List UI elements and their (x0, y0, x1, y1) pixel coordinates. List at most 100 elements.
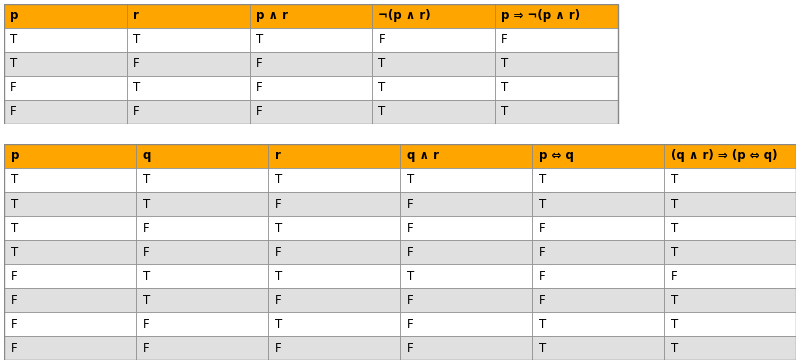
Text: T: T (538, 318, 546, 331)
Bar (268, 168, 400, 192)
Text: F: F (256, 105, 262, 118)
Text: T: T (10, 246, 18, 259)
Bar (372, 76, 495, 100)
Bar (136, 144, 268, 168)
Text: T: T (10, 33, 18, 46)
Text: T: T (538, 174, 546, 186)
Text: T: T (142, 270, 150, 283)
Text: p ∧ r: p ∧ r (256, 9, 288, 22)
Bar (136, 336, 268, 360)
Bar (532, 312, 664, 336)
Text: F: F (10, 342, 18, 355)
Text: q: q (142, 150, 151, 162)
Text: F: F (538, 246, 546, 259)
Bar (495, 100, 618, 124)
Text: T: T (142, 198, 150, 210)
Bar (664, 264, 796, 288)
Text: T: T (10, 222, 18, 234)
Bar (532, 216, 664, 240)
Text: T: T (670, 318, 678, 331)
Bar (532, 168, 664, 192)
Bar (532, 288, 664, 312)
Bar (532, 144, 664, 168)
Text: F: F (10, 270, 18, 283)
Text: F: F (142, 318, 150, 331)
Bar (400, 192, 532, 216)
Text: p: p (10, 150, 19, 162)
Bar (4, 240, 136, 264)
Text: T: T (274, 318, 282, 331)
Text: r: r (133, 9, 138, 22)
Text: r: r (274, 150, 281, 162)
Text: T: T (670, 174, 678, 186)
Bar (268, 264, 400, 288)
Text: T: T (274, 174, 282, 186)
Text: F: F (10, 81, 17, 94)
Text: T: T (142, 174, 150, 186)
Text: T: T (670, 246, 678, 259)
Text: T: T (142, 294, 150, 307)
Bar (250, 28, 372, 52)
Bar (664, 168, 796, 192)
Text: p ⇔ q: p ⇔ q (538, 150, 574, 162)
Bar (268, 144, 400, 168)
Bar (4, 216, 136, 240)
Text: F: F (10, 105, 17, 118)
Bar (4, 52, 126, 76)
Bar (4, 168, 136, 192)
Bar (664, 336, 796, 360)
Text: T: T (670, 198, 678, 210)
Text: F: F (274, 342, 282, 355)
Text: T: T (274, 222, 282, 234)
Text: F: F (501, 33, 508, 46)
Text: T: T (501, 57, 509, 70)
Bar (495, 76, 618, 100)
Bar (136, 312, 268, 336)
Bar (136, 168, 268, 192)
Text: T: T (538, 198, 546, 210)
Bar (532, 240, 664, 264)
Bar (268, 240, 400, 264)
Bar (268, 192, 400, 216)
Text: T: T (10, 174, 18, 186)
Bar (4, 144, 136, 168)
Bar (495, 52, 618, 76)
Bar (664, 312, 796, 336)
Text: T: T (133, 33, 140, 46)
Text: T: T (274, 270, 282, 283)
Text: T: T (670, 222, 678, 234)
Text: T: T (378, 81, 386, 94)
Bar (136, 264, 268, 288)
Text: T: T (670, 342, 678, 355)
Text: F: F (406, 198, 414, 210)
Text: F: F (378, 33, 385, 46)
Text: T: T (501, 105, 509, 118)
Bar (400, 336, 532, 360)
Bar (400, 264, 532, 288)
Bar (126, 4, 250, 28)
Bar (4, 28, 126, 52)
Bar (250, 100, 372, 124)
Text: p: p (10, 9, 18, 22)
Bar (664, 240, 796, 264)
Text: F: F (133, 57, 139, 70)
Text: F: F (670, 270, 678, 283)
Text: T: T (406, 270, 414, 283)
Text: T: T (133, 81, 140, 94)
Bar (126, 76, 250, 100)
Bar (4, 336, 136, 360)
Text: F: F (538, 222, 546, 234)
Bar (400, 216, 532, 240)
Bar (4, 288, 136, 312)
Text: F: F (274, 246, 282, 259)
Text: F: F (142, 222, 150, 234)
Bar (495, 4, 618, 28)
Text: T: T (10, 57, 18, 70)
Text: F: F (142, 342, 150, 355)
Bar (400, 240, 532, 264)
Bar (400, 288, 532, 312)
Bar (268, 312, 400, 336)
Bar (664, 216, 796, 240)
Bar (136, 240, 268, 264)
Text: T: T (538, 342, 546, 355)
